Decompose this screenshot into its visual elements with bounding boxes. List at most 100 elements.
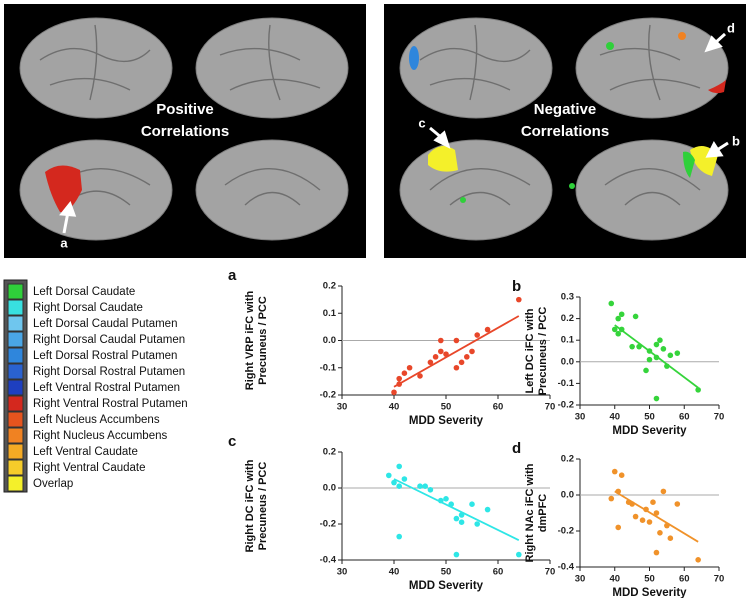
x-tick-label: 30 — [337, 567, 348, 578]
point — [608, 300, 615, 307]
activation-blob — [45, 165, 82, 213]
y-tick-label: -0.4 — [320, 555, 337, 566]
panel-letter: c — [228, 433, 236, 450]
x-tick-label: 30 — [575, 574, 586, 585]
point — [653, 395, 660, 402]
point — [458, 359, 465, 366]
y-tick-label: 0.0 — [323, 483, 336, 494]
point — [618, 326, 625, 333]
point — [632, 513, 639, 520]
point — [660, 346, 667, 352]
panel-title: Negative — [534, 101, 597, 118]
y-tick-label: -0.2 — [320, 519, 336, 530]
x-tick-label: 60 — [679, 412, 690, 423]
x-tick-label: 60 — [493, 567, 504, 578]
point — [615, 330, 622, 337]
point — [516, 551, 522, 558]
x-axis-label: MDD Severity — [612, 425, 687, 437]
y-tick-label: -0.2 — [558, 400, 574, 411]
legend-label: Left Dorsal Caudal Putamen — [33, 318, 177, 330]
legend-swatch — [7, 283, 24, 300]
y-axis-label: Precuneus / PCC — [257, 462, 269, 551]
y-axis-label: Right DC iFC with — [244, 459, 256, 552]
point — [629, 501, 635, 507]
legend-swatch — [7, 379, 24, 396]
legend-swatch — [7, 411, 24, 428]
point — [667, 535, 674, 541]
point — [695, 387, 701, 393]
legend-swatch — [7, 363, 24, 380]
point — [417, 483, 423, 490]
point — [639, 517, 646, 523]
point — [646, 519, 653, 525]
point — [396, 375, 403, 382]
panel-title: Correlations — [521, 123, 609, 140]
point — [474, 332, 481, 338]
legend-label: Overlap — [33, 478, 73, 490]
legend-label: Right Ventral Rostral Putamen — [33, 398, 188, 410]
legend-swatch — [7, 315, 24, 332]
panel-title: Positive — [156, 101, 214, 118]
y-tick-label: -0.1 — [320, 362, 337, 373]
point — [448, 501, 455, 508]
legend-label: Left Dorsal Rostral Putamen — [33, 350, 177, 362]
point — [643, 367, 649, 374]
fit-line — [393, 478, 520, 542]
point — [667, 352, 674, 359]
point — [422, 483, 429, 490]
point — [438, 337, 444, 344]
legend-swatch — [7, 427, 24, 444]
y-tick-label: 0.0 — [323, 335, 336, 346]
activation-blob — [606, 42, 614, 50]
point — [615, 315, 622, 322]
point — [664, 522, 670, 529]
x-axis-label: MDD Severity — [612, 587, 687, 598]
y-axis-label: dmPFC — [537, 494, 549, 533]
x-tick-label: 40 — [389, 402, 400, 413]
point — [474, 521, 481, 527]
point — [453, 515, 460, 522]
legend-label: Right Dorsal Caudal Putamen — [33, 334, 185, 346]
point — [396, 483, 403, 490]
x-axis-label: MDD Severity — [409, 415, 484, 427]
arrows — [59, 32, 729, 234]
y-tick-label: -0.1 — [558, 378, 575, 389]
point — [646, 356, 653, 363]
point — [427, 359, 434, 366]
point — [453, 337, 460, 344]
legend-label: Right Nucleus Accumbens — [33, 430, 167, 442]
legend-swatch — [7, 299, 24, 316]
x-tick-label: 40 — [609, 574, 620, 585]
y-axis-label: Precuneus / PCC — [257, 296, 269, 385]
point — [657, 530, 663, 536]
point — [432, 354, 439, 360]
x-tick-label: 40 — [389, 567, 400, 578]
panel-letter: b — [512, 278, 521, 295]
panel-letter: a — [228, 267, 237, 284]
point — [653, 510, 660, 516]
y-tick-label: 0.1 — [561, 335, 575, 346]
y-tick-label: 0.2 — [323, 281, 336, 292]
point — [636, 343, 642, 350]
point — [643, 506, 649, 513]
point — [401, 476, 408, 482]
x-tick-label: 50 — [441, 567, 452, 578]
brains-left — [19, 17, 349, 241]
point — [484, 326, 491, 333]
point — [516, 296, 522, 303]
x-tick-label: 50 — [441, 402, 452, 413]
y-axis-label: Right VRP iFC with — [244, 291, 256, 391]
activation-blob — [683, 151, 695, 178]
legend-label: Right Ventral Caudate — [33, 462, 146, 474]
point — [695, 557, 701, 563]
point — [417, 373, 423, 379]
legend-label: Left Dorsal Caudate — [33, 286, 135, 298]
y-tick-label: -0.2 — [320, 390, 336, 401]
point — [458, 512, 465, 518]
point — [401, 370, 408, 377]
point — [608, 495, 615, 502]
x-tick-label: 50 — [644, 412, 655, 423]
arrow-label: c — [418, 115, 425, 130]
x-tick-label: 50 — [644, 574, 655, 585]
